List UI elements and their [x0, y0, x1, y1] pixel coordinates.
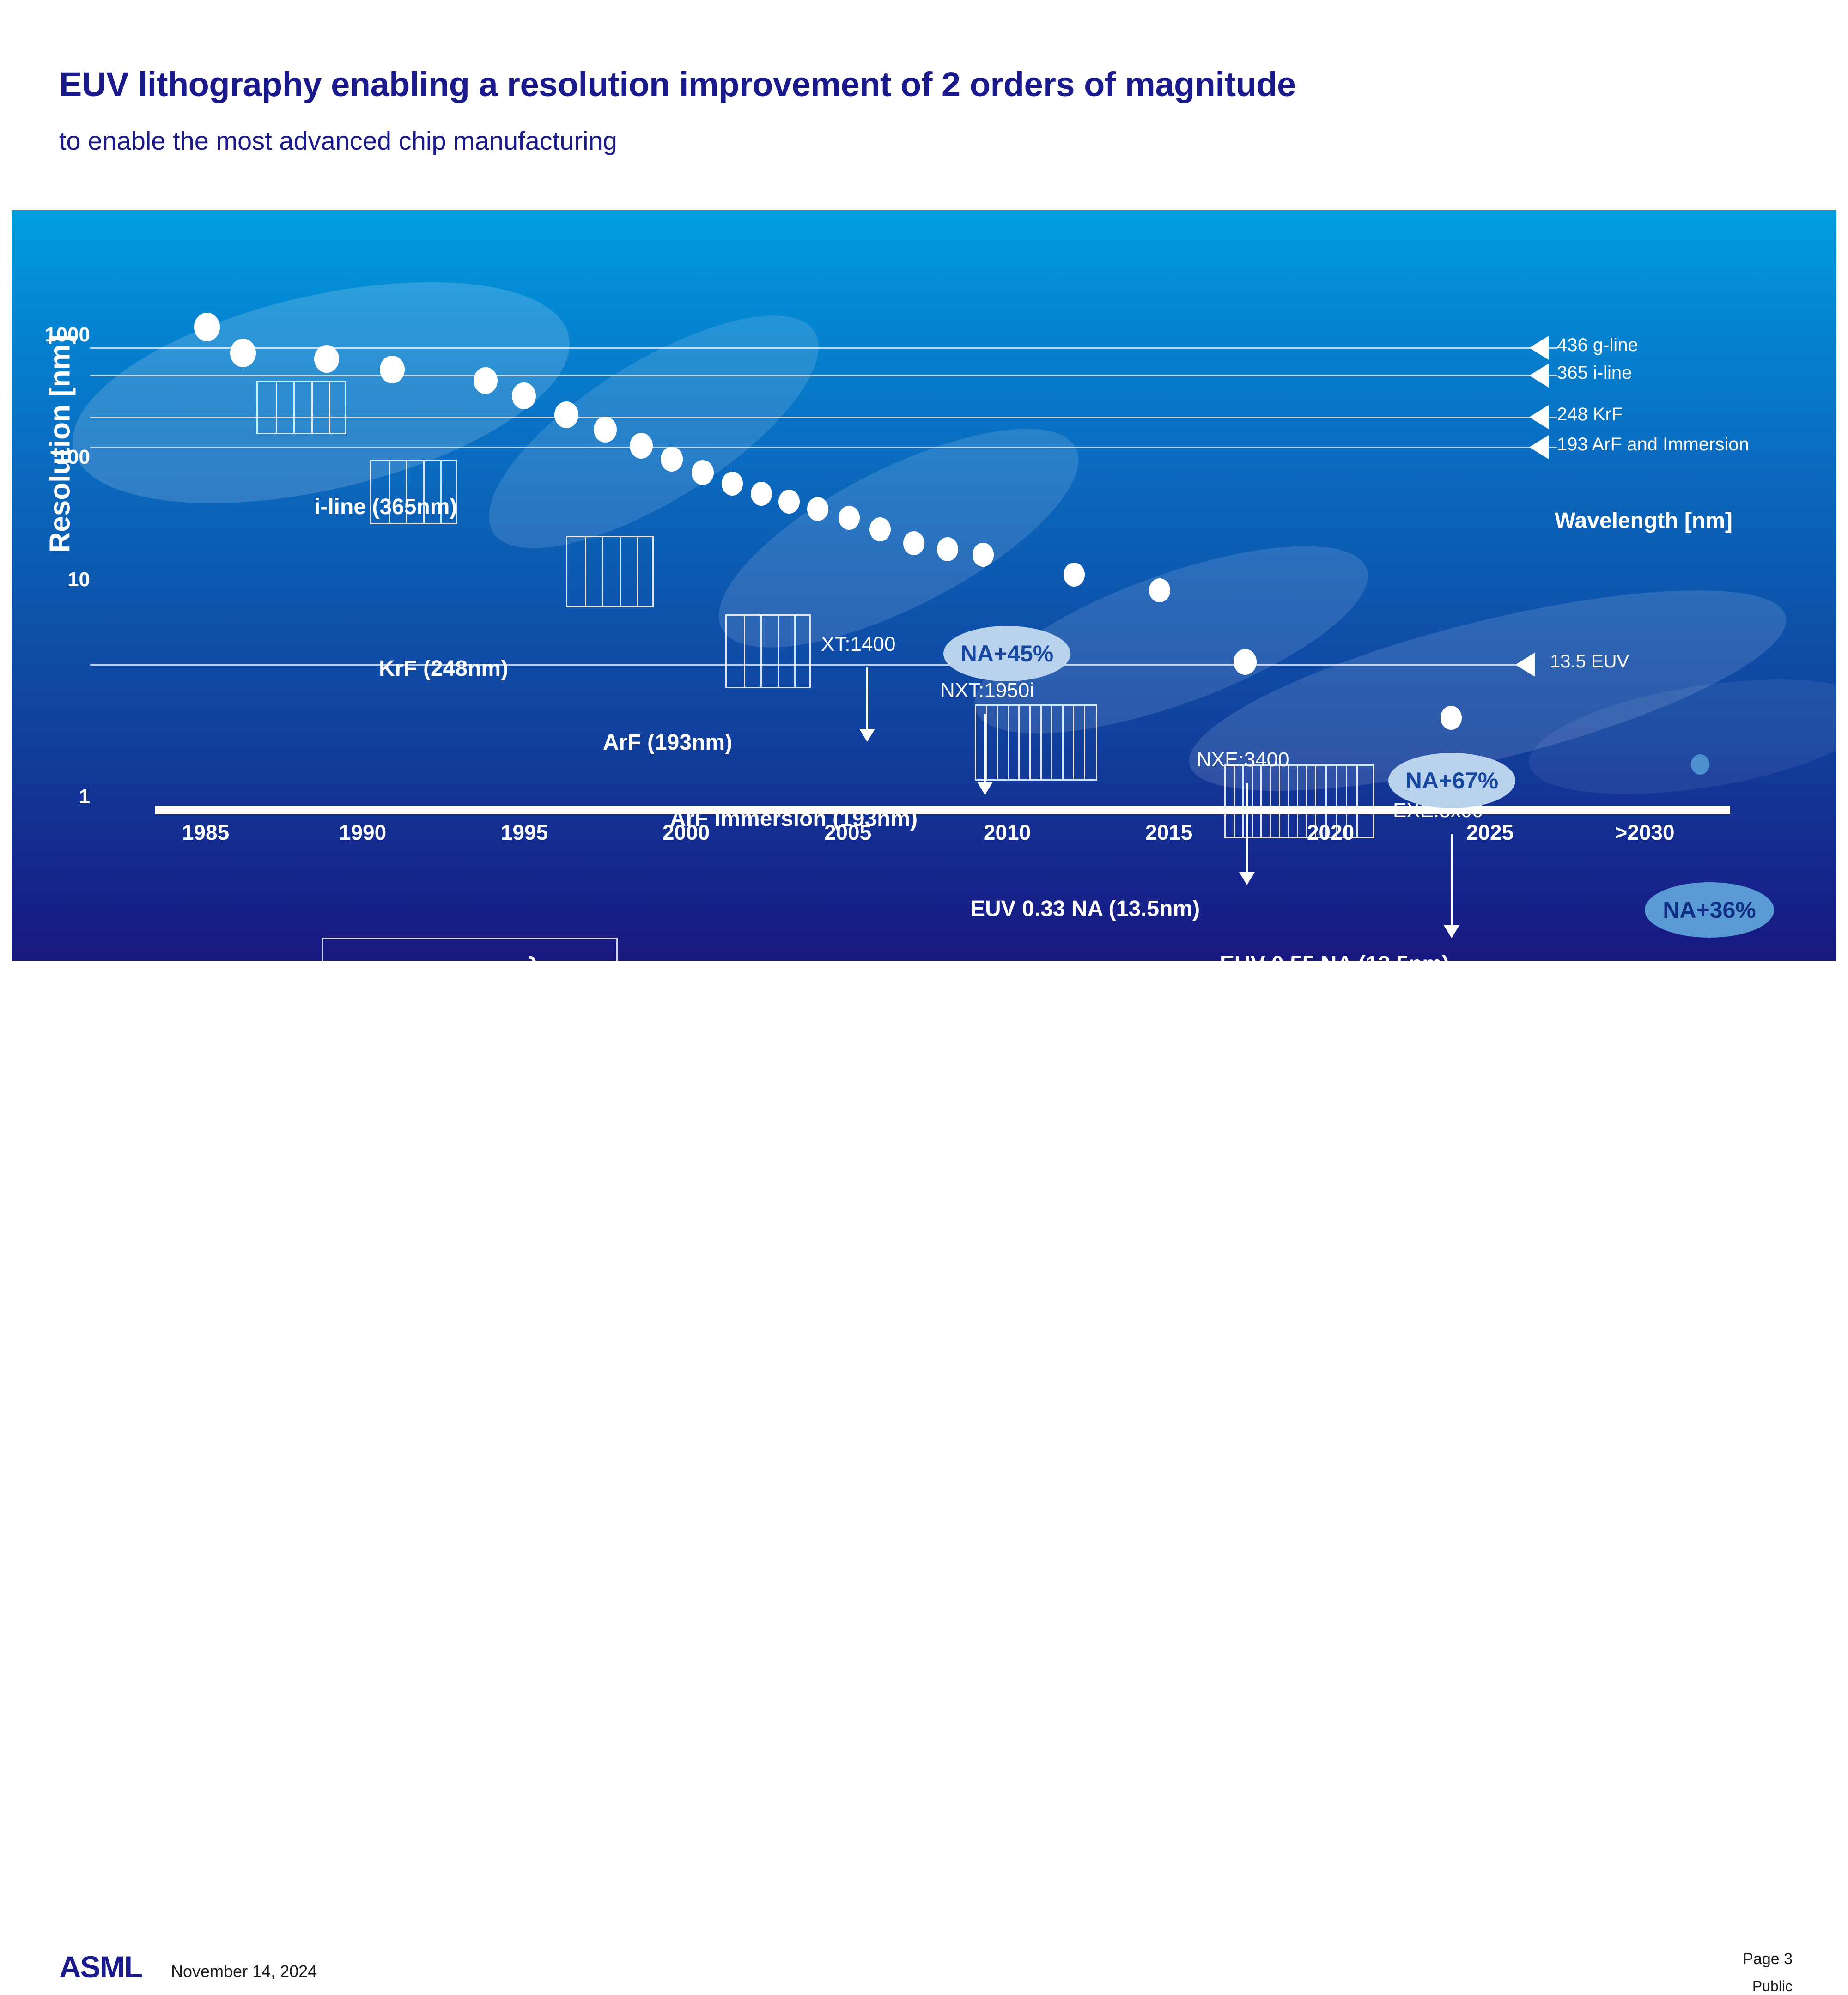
- x-tick-2015: 2015: [1145, 820, 1193, 844]
- formula-fraction: λ NA: [491, 952, 579, 961]
- wavelength-arrow-248-icon: [1529, 405, 1549, 429]
- footer-date: November 14, 2024: [171, 1962, 317, 1981]
- scanner-icon-krf: [370, 460, 457, 524]
- x-tick-1995: 1995: [500, 820, 548, 844]
- asml-logo: ASML: [59, 1950, 143, 1984]
- page-number: Page 3: [1743, 1950, 1793, 1968]
- gridline-365: [90, 375, 1557, 376]
- data-point: [1234, 649, 1257, 675]
- scanner-icon-arf: [566, 536, 654, 607]
- scanner-icon-euv-nxe: [975, 704, 1097, 781]
- callout-label-nxe3400: NXE:3400: [1197, 748, 1289, 771]
- data-point: [722, 472, 743, 496]
- data-point: [230, 339, 256, 367]
- x-tick-1990: 1990: [339, 820, 387, 844]
- tech-label-iline: i-line (365nm): [314, 495, 457, 519]
- x-tick-2010: 2010: [983, 820, 1031, 844]
- x-axis-line: [155, 806, 1730, 814]
- data-point: [194, 313, 220, 341]
- y-tick-1: 1: [79, 785, 90, 808]
- tech-label-arf: ArF (193nm): [603, 730, 733, 755]
- na-badge-67: NA+67%: [1388, 753, 1515, 808]
- data-point: [1149, 578, 1170, 602]
- slide-header: EUV lithography enabling a resolution im…: [0, 0, 1848, 208]
- slide-footer: ASML November 14, 2024 Page 3 Public: [0, 961, 1848, 1995]
- era-swoosh-krf: [456, 273, 851, 591]
- data-point: [903, 531, 924, 555]
- gridline-193: [90, 447, 1557, 448]
- data-point: [554, 401, 578, 428]
- wavelength-arrow-193-icon: [1529, 435, 1549, 459]
- x-tick-2000: 2000: [662, 820, 710, 844]
- wavelength-arrow-436-icon: [1529, 336, 1549, 360]
- wavelength-legend-title: Wavelength [nm]: [1555, 509, 1732, 533]
- na-badge-45: NA+45%: [943, 626, 1070, 681]
- x-tick-2030: >2030: [1615, 820, 1675, 844]
- callout-arrow-xt1400-icon: [859, 667, 875, 742]
- data-point: [630, 433, 653, 459]
- y-tick-10: 10: [67, 568, 90, 591]
- data-point: [1441, 706, 1462, 730]
- era-swoosh-euv-high-na: [1521, 659, 1836, 815]
- wavelength-arrow-365-icon: [1529, 364, 1549, 388]
- x-tick-1985: 1985: [182, 820, 230, 844]
- tech-label-euv-055: EUV 0.55 NA (13.5nm): [1220, 952, 1449, 961]
- tech-label-arf-immersion: ArF Immersion (193nm): [670, 806, 918, 831]
- data-point: [869, 517, 891, 541]
- callout-arrow-nxt1950i-icon: [977, 714, 993, 795]
- tech-label-krf: KrF (248nm): [379, 656, 509, 681]
- data-point: [314, 345, 339, 373]
- page-subtitle: to enable the most advanced chip manufac…: [59, 126, 617, 155]
- wavelength-label-193: 193 ArF and Immersion: [1557, 434, 1749, 455]
- gridline-13_5: [90, 664, 1527, 666]
- wavelength-label-248: 248 KrF: [1557, 404, 1623, 424]
- scanner-icon-iline: [256, 381, 346, 434]
- data-point: [807, 497, 828, 521]
- data-point: [661, 447, 683, 472]
- gridline-436: [90, 347, 1557, 349]
- gridline-248: [90, 417, 1557, 418]
- x-tick-2025: 2025: [1466, 820, 1514, 844]
- data-point: [512, 382, 536, 409]
- data-point: [1064, 563, 1085, 587]
- y-axis-title: Resolution [nm]: [44, 334, 76, 553]
- x-tick-2005: 2005: [824, 820, 872, 844]
- data-point: [594, 417, 617, 443]
- data-point: [474, 367, 498, 394]
- formula-lambda: λ: [526, 952, 544, 961]
- y-tick-100: 100: [56, 446, 90, 468]
- data-point-projected: [1691, 754, 1709, 775]
- tech-label-euv-033: EUV 0.33 NA (13.5nm): [970, 897, 1200, 921]
- page-title: EUV lithography enabling a resolution im…: [59, 65, 1296, 103]
- data-point: [973, 543, 994, 567]
- resolution-roadmap-chart: Resolution [nm] 1000 100 10 1 Wavelength…: [12, 210, 1836, 961]
- wavelength-label-13_5: 13.5 EUV: [1550, 651, 1629, 672]
- wavelength-label-436: 436 g-line: [1557, 335, 1638, 355]
- data-point: [692, 460, 714, 485]
- callout-arrow-exe5x00-icon: [1444, 834, 1459, 938]
- scanner-icon-euv-exe: [1224, 764, 1374, 838]
- wavelength-arrow-13_5-icon: [1515, 653, 1535, 677]
- cd-formula-box: CD = k1 λ NA: [322, 938, 618, 961]
- callout-arrow-nxe3400-icon: [1239, 783, 1255, 885]
- wavelength-label-365: 365 i-line: [1557, 363, 1632, 383]
- data-point: [778, 490, 800, 514]
- data-point: [839, 506, 860, 530]
- data-point: [937, 537, 958, 561]
- callout-label-nxt1950i: NXT:1950i: [940, 679, 1034, 702]
- callout-label-xt1400: XT:1400: [821, 633, 896, 655]
- data-point: [751, 482, 772, 506]
- y-tick-1000: 1000: [45, 323, 90, 346]
- confidentiality-label: Public: [1752, 1978, 1793, 1995]
- na-badge-36: NA+36%: [1645, 882, 1774, 938]
- scanner-icon-arf-immersion: [725, 614, 811, 688]
- data-point: [380, 356, 405, 383]
